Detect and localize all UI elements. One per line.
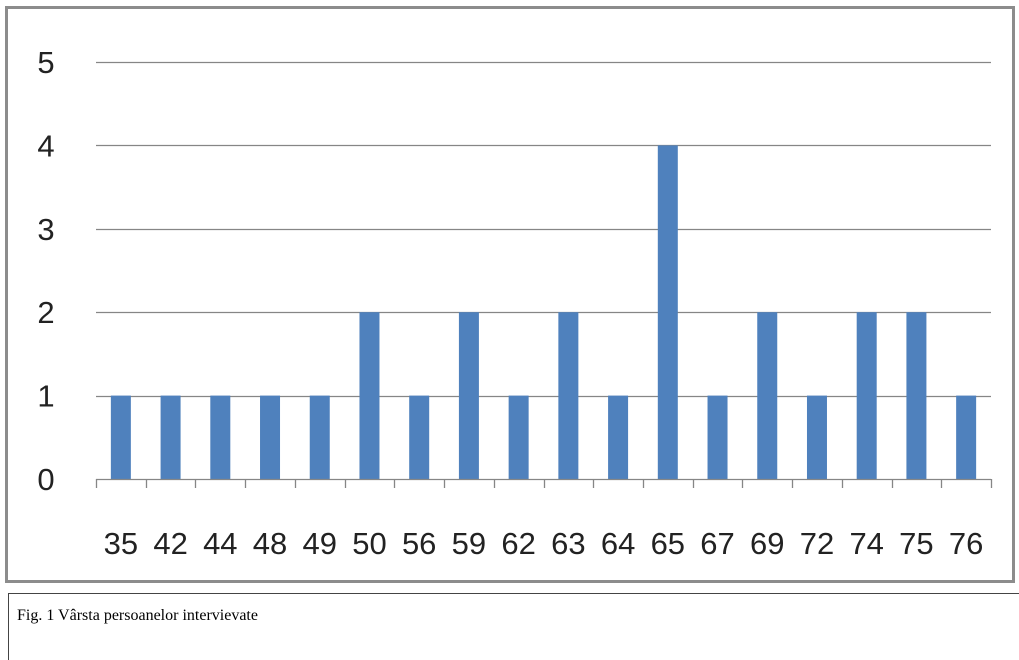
- x-tick-label: 75: [899, 526, 933, 561]
- grid-lines: [96, 61, 991, 398]
- x-tick-label: 49: [303, 526, 337, 561]
- y-tick-label: 0: [37, 462, 54, 497]
- bar-75: [906, 312, 927, 479]
- bar-74: [856, 312, 877, 479]
- y-tick-label: 2: [37, 295, 54, 330]
- bar-49: [309, 395, 330, 479]
- bar-76: [956, 395, 977, 479]
- x-tick-label: 35: [104, 526, 138, 561]
- x-tick-label: 44: [203, 526, 237, 561]
- bar-63: [558, 312, 579, 479]
- bar-56: [409, 395, 430, 479]
- y-tick-labels: 0 1 2 3 4 5: [37, 45, 54, 497]
- x-tick-label: 50: [352, 526, 386, 561]
- bar-50: [359, 312, 380, 479]
- x-tick-label: 48: [253, 526, 287, 561]
- bar-44: [210, 395, 231, 479]
- bar-64: [608, 395, 629, 479]
- x-tick-label: 67: [700, 526, 734, 561]
- x-tick-label: 64: [601, 526, 635, 561]
- x-tick-label: 72: [800, 526, 834, 561]
- x-tick-label: 63: [551, 526, 585, 561]
- y-tick-label: 3: [37, 212, 54, 247]
- x-tick-label: 76: [949, 526, 983, 561]
- x-tick-label: 56: [402, 526, 436, 561]
- x-tick-label: 59: [452, 526, 486, 561]
- chart-frame: 0 1 2 3 4 5 35 42 44 48 49 50 56 59 62 63 64 65 67 69 72 74 7…: [5, 6, 1015, 583]
- bar-62: [508, 395, 529, 479]
- x-tick-label: 69: [750, 526, 784, 561]
- bars: [110, 145, 977, 479]
- bar-72: [806, 395, 827, 479]
- x-tick-labels: 35 42 44 48 49 50 56 59 62 63 64 65 67 69 72 74 75 76: [104, 526, 984, 561]
- figure-caption: Fig. 1 Vârsta persoanelor intervievate: [17, 607, 258, 624]
- bar-chart: 0 1 2 3 4 5 35 42 44 48 49 50 56 59 62 63 64 65 67 69 72 74 7…: [37, 45, 993, 561]
- bar-67: [707, 395, 728, 479]
- bar-35: [110, 395, 131, 479]
- y-tick-label: 4: [37, 128, 54, 163]
- x-tick-label: 74: [849, 526, 883, 561]
- figure-caption-box: Fig. 1 Vârsta persoanelor intervievate: [8, 593, 1019, 660]
- bar-48: [260, 395, 281, 479]
- y-tick-label: 5: [37, 45, 54, 80]
- bar-69: [757, 312, 778, 479]
- bar-42: [160, 395, 181, 479]
- bar-59: [458, 312, 479, 479]
- y-tick-label: 1: [37, 379, 54, 414]
- x-axis: [95, 478, 993, 488]
- bar-65: [657, 145, 678, 479]
- x-tick-label: 65: [651, 526, 685, 561]
- x-tick-label: 62: [501, 526, 535, 561]
- x-tick-label: 42: [153, 526, 187, 561]
